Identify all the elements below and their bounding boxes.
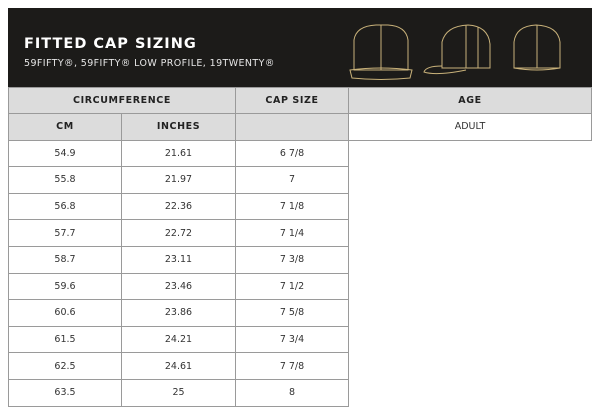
size-cell: 7 3/8 xyxy=(235,245,349,274)
inches-cell: 23.86 xyxy=(121,299,236,327)
inches-cell: 24.61 xyxy=(121,352,236,380)
cap-size-subheader-empty xyxy=(235,113,349,141)
inches-cell: 21.97 xyxy=(121,166,236,194)
cm-cell: 58.7 xyxy=(8,245,122,274)
size-table: CIRCUMFERENCE CAP SIZE AGE CM INCHES ADU… xyxy=(8,87,592,407)
table-row: 54.9 21.61 6 7/8 xyxy=(8,139,592,168)
size-cell: 6 7/8 xyxy=(235,139,349,168)
cm-cell: 60.6 xyxy=(8,299,122,327)
header-row: CIRCUMFERENCE CAP SIZE AGE xyxy=(8,87,592,114)
page-title: FITTED CAP SIZING xyxy=(24,36,197,52)
cm-cell: 61.5 xyxy=(8,325,122,354)
header-banner: FITTED CAP SIZING 59FIFTY®, 59FIFTY® LOW… xyxy=(8,8,592,87)
inches-cell: 23.46 xyxy=(121,272,236,301)
inches-cell: 24.21 xyxy=(121,325,236,354)
cap-illustrations xyxy=(349,24,561,80)
inches-cell: 22.36 xyxy=(121,192,236,221)
cap-size-header: CAP SIZE xyxy=(235,87,349,114)
size-cell: 7 7/8 xyxy=(235,352,349,380)
size-cell: 7 5/8 xyxy=(235,299,349,327)
age-header: AGE xyxy=(348,87,592,114)
table-row: 55.8 21.97 7 xyxy=(8,166,592,194)
cm-cell: 54.9 xyxy=(8,139,122,168)
size-cell: 7 xyxy=(235,166,349,194)
inches-cell: 25 xyxy=(121,378,236,407)
inches-cell: 23.11 xyxy=(121,245,236,274)
cap-front-icon xyxy=(349,24,413,80)
inches-cell: 21.61 xyxy=(121,139,236,168)
cm-header: CM xyxy=(8,113,122,141)
table-row: 62.5 24.61 7 7/8 xyxy=(8,352,592,380)
cm-cell: 55.8 xyxy=(8,166,122,194)
cm-cell: 59.6 xyxy=(8,272,122,301)
table-row: 57.7 22.72 7 1/4 xyxy=(8,219,592,247)
cap-back-icon xyxy=(513,24,561,71)
cm-cell: 62.5 xyxy=(8,352,122,380)
table-row: 56.8 22.36 7 1/8 xyxy=(8,192,592,221)
table-row: 60.6 23.86 7 5/8 xyxy=(8,299,592,327)
table-row: 59.6 23.46 7 1/2 xyxy=(8,272,592,301)
inches-cell: 22.72 xyxy=(121,219,236,247)
table-row: 61.5 24.21 7 3/4 xyxy=(8,325,592,354)
page-subtitle: 59FIFTY®, 59FIFTY® LOW PROFILE, 19TWENTY… xyxy=(24,58,275,69)
subheader-row: CM INCHES ADULT xyxy=(8,113,592,141)
table-row: 58.7 23.11 7 3/8 xyxy=(8,245,592,274)
cm-cell: 56.8 xyxy=(8,192,122,221)
cm-cell: 57.7 xyxy=(8,219,122,247)
circumference-header: CIRCUMFERENCE xyxy=(8,87,236,114)
size-cell: 7 1/2 xyxy=(235,272,349,301)
size-cell: 7 1/8 xyxy=(235,192,349,221)
age-cell: ADULT xyxy=(348,113,592,141)
size-cell: 7 1/4 xyxy=(235,219,349,247)
cap-side-icon xyxy=(423,24,491,75)
cm-cell: 63.5 xyxy=(8,378,122,407)
table-row: 63.5 25 8 xyxy=(8,378,592,407)
size-cell: 7 3/4 xyxy=(235,325,349,354)
size-cell: 8 xyxy=(235,378,349,407)
inches-header: INCHES xyxy=(121,113,236,141)
